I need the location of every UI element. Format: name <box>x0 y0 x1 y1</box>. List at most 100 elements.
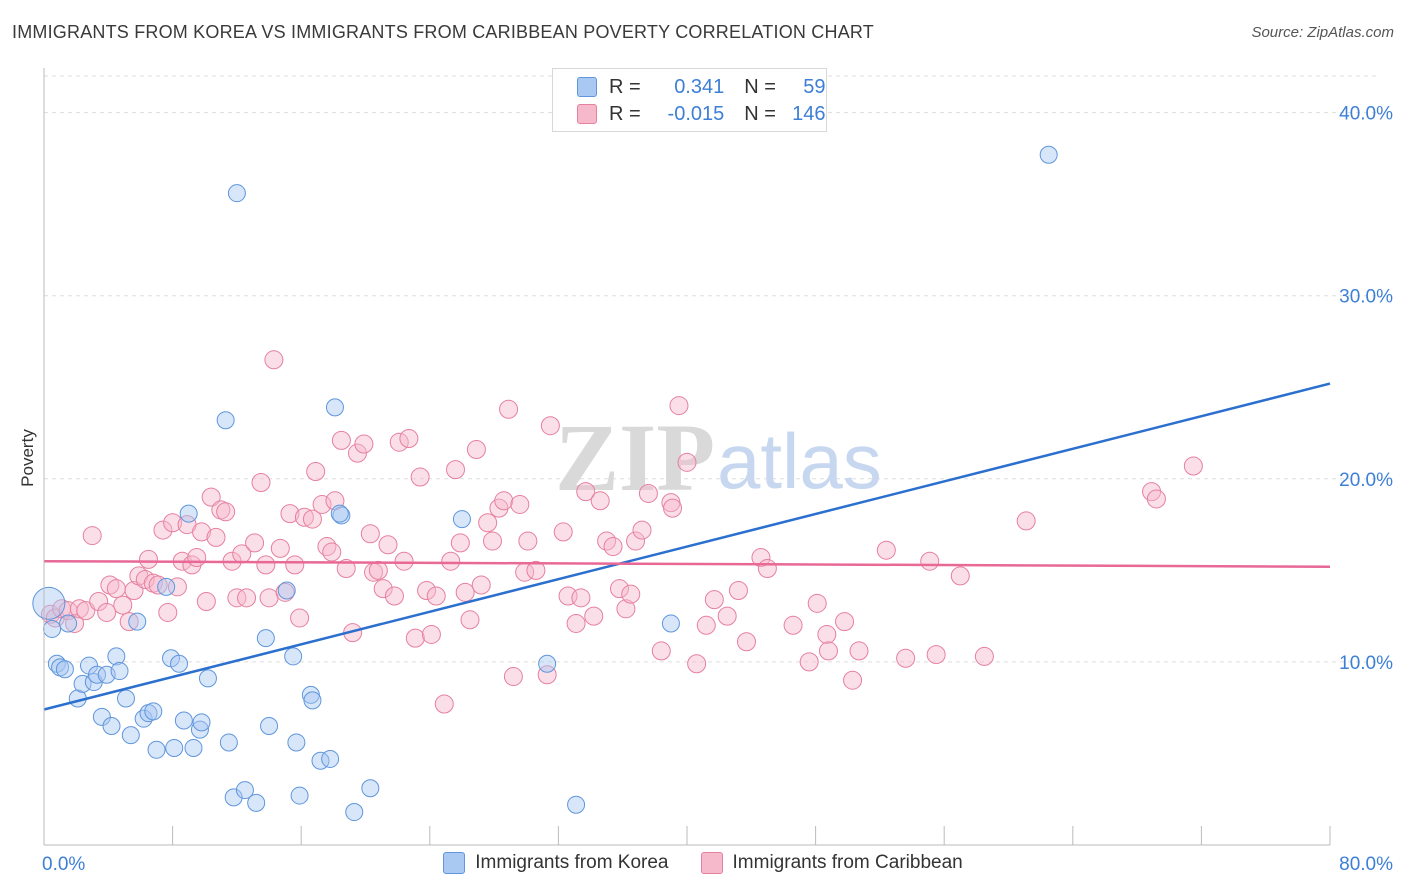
korea-point <box>192 713 211 732</box>
y-tick-label: 30.0% <box>1339 287 1393 308</box>
caribbean-point <box>597 531 617 551</box>
caribbean-point <box>696 615 716 635</box>
korea-point <box>184 738 203 757</box>
caribbean-point <box>728 580 748 600</box>
caribbean-point <box>818 641 838 661</box>
caribbean-point <box>783 615 803 635</box>
korea-point <box>165 738 184 757</box>
caribbean-point <box>216 502 236 522</box>
caribbean-point <box>417 580 437 600</box>
korea-point <box>287 733 306 752</box>
caribbean-point <box>163 513 183 533</box>
korea-point <box>216 411 235 430</box>
korea-legend-swatch <box>443 852 466 874</box>
caribbean-point <box>290 608 310 628</box>
caribbean-point <box>1016 511 1036 531</box>
caribbean-point <box>312 494 332 514</box>
caribbean-point <box>807 593 827 613</box>
korea-point <box>567 795 586 814</box>
caribbean-point <box>471 575 491 595</box>
caribbean-point <box>663 498 683 518</box>
watermark-atlas: atlas <box>717 417 882 505</box>
caribbean-point <box>590 491 610 511</box>
caribbean-point <box>446 460 466 480</box>
y-tick-label: 20.0% <box>1339 470 1393 491</box>
caribbean-point <box>100 575 120 595</box>
caribbean-point <box>799 652 819 672</box>
caribbean-point <box>106 579 126 599</box>
caribbean-point <box>245 533 265 553</box>
caribbean-point <box>336 559 356 579</box>
chart-title: IMMIGRANTS FROM KOREA VS IMMIGRANTS FROM… <box>12 22 874 42</box>
korea-point <box>174 711 193 730</box>
legend-row-caribbean: R = -0.015 N = 146 <box>577 102 826 126</box>
korea-point <box>170 654 189 673</box>
trend-lines <box>43 382 1331 711</box>
legend-n-label: N = <box>744 102 782 125</box>
caribbean-point <box>494 491 514 511</box>
caribbean-point <box>1183 456 1203 476</box>
caribbean-trend-line <box>43 559 1331 568</box>
caribbean-point <box>687 654 707 674</box>
korea-point <box>452 510 471 529</box>
korea-point <box>325 398 344 417</box>
caribbean-point <box>510 494 530 514</box>
caribbean-point <box>843 670 863 690</box>
korea-swatch <box>577 77 597 97</box>
correlation-legend: R = 0.341 N = 59 R = -0.015 N = 146 <box>552 68 827 132</box>
korea-point <box>128 612 147 631</box>
korea-point <box>538 654 557 673</box>
caribbean-point <box>876 540 896 560</box>
caribbean-points <box>40 350 1203 714</box>
caribbean-point <box>138 549 158 569</box>
legend-r-value: -0.015 <box>667 102 725 125</box>
legend-r-label: R = <box>609 102 647 125</box>
korea-point <box>361 779 380 798</box>
caribbean-point <box>537 665 557 685</box>
series-legend: Immigrants from Korea Immigrants from Ca… <box>0 852 1406 874</box>
caribbean-point <box>389 432 409 452</box>
caribbean-point <box>450 533 470 553</box>
korea-point <box>345 803 364 822</box>
caribbean-point <box>270 538 290 558</box>
caribbean-point <box>950 566 970 586</box>
korea-point <box>92 707 111 726</box>
caribbean-point <box>426 586 446 606</box>
korea-point <box>330 504 349 523</box>
caribbean-point <box>158 602 178 622</box>
caribbean-point <box>526 560 546 580</box>
caribbean-point <box>466 440 486 460</box>
korea-point <box>277 581 296 600</box>
korea-point <box>73 674 92 693</box>
korea-trend-line <box>43 382 1331 711</box>
korea-point <box>144 702 163 721</box>
caribbean-point <box>187 548 207 568</box>
caribbean-point <box>920 551 940 571</box>
caribbean-point <box>717 606 737 626</box>
caribbean-point <box>441 551 461 571</box>
caribbean-point <box>82 526 102 546</box>
korea-points <box>32 145 1058 822</box>
korea-point <box>55 660 74 679</box>
caribbean-point <box>196 591 216 611</box>
korea-point <box>290 786 309 805</box>
caribbean-point <box>410 467 430 487</box>
korea-point <box>190 720 209 739</box>
watermark: ZIP atlas <box>555 404 882 511</box>
caribbean-point <box>553 522 573 542</box>
series-legend-caribbean: Immigrants from Caribbean <box>700 852 963 874</box>
korea-point <box>179 504 198 523</box>
caribbean-point <box>302 509 322 529</box>
caribbean-point <box>331 430 351 450</box>
korea-point <box>88 665 107 684</box>
legend-n-value: 146 <box>792 102 826 125</box>
caribbean-point <box>584 606 604 626</box>
caribbean-point <box>621 584 641 604</box>
caribbean-point <box>421 624 441 644</box>
legend-r-value: 0.341 <box>674 75 725 98</box>
caribbean-point <box>540 416 560 436</box>
caribbean-point <box>97 602 117 622</box>
legend-n-value: 59 <box>803 75 826 98</box>
caribbean-point <box>974 646 994 666</box>
